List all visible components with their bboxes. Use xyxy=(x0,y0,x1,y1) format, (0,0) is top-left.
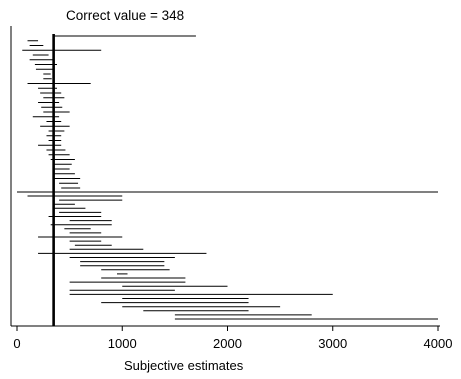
x-tick-label: 3000 xyxy=(318,336,347,351)
x-axis-label: Subjective estimates xyxy=(124,358,244,373)
x-tick-label: 2000 xyxy=(213,336,242,351)
x-tick-label: 1000 xyxy=(108,336,137,351)
axes-frame xyxy=(10,26,440,327)
chart-title: Correct value = 348 xyxy=(66,8,185,23)
x-tick-label: 0 xyxy=(13,336,20,351)
x-tick-label: 4000 xyxy=(424,336,453,351)
x-axis-ticks: 0 1000 2000 3000 4000 xyxy=(13,326,452,351)
estimate-intervals xyxy=(22,35,438,320)
